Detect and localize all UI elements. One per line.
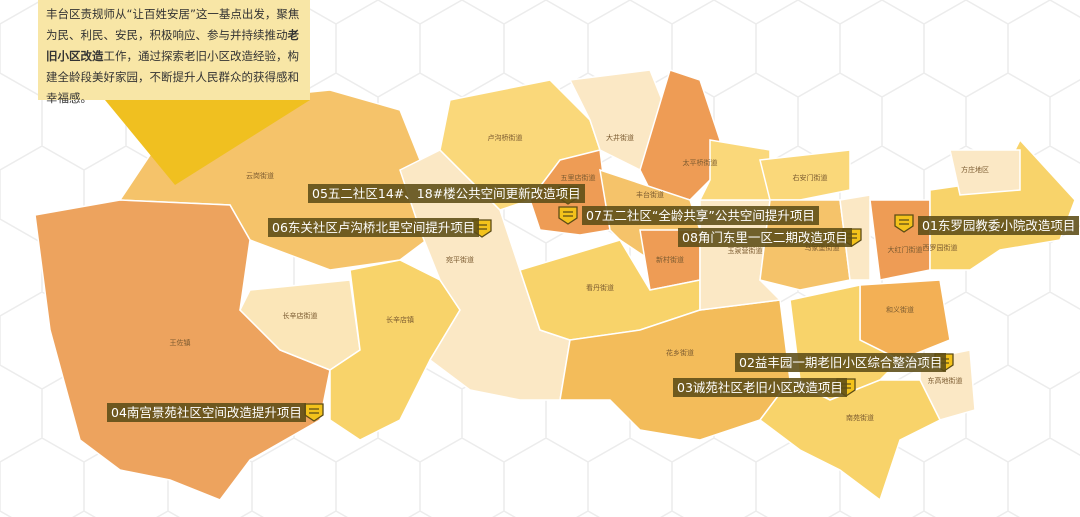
district-label: 右安门街道 — [793, 173, 828, 182]
project-label: 07五二社区“全龄共享”公共空间提升项目 — [582, 206, 819, 225]
district-label: 南苑街道 — [846, 413, 874, 422]
project-label: 01东罗园教委小院改造项目 — [918, 216, 1080, 235]
region — [869, 199, 931, 281]
project-label: 06东关社区卢沟桥北里空间提升项目 — [268, 218, 480, 237]
district-label: 宛平街道 — [446, 255, 474, 264]
district-label: 方庄地区 — [961, 165, 989, 174]
pointer — [105, 100, 310, 185]
project-label: 05五二社区14#、18#楼公共空间更新改造项目 — [308, 184, 585, 203]
district-label: 大井街道 — [606, 133, 634, 142]
region — [399, 149, 571, 401]
region — [698, 139, 771, 201]
district-label: 长辛店街道 — [283, 311, 318, 320]
district-label: 大红门街道 — [888, 245, 923, 254]
district-label: 西罗园街道 — [923, 243, 958, 252]
district-label: 丰台街道 — [636, 190, 664, 199]
district-label: 长辛店镇 — [386, 315, 414, 324]
project-badge — [894, 214, 914, 233]
intro-part: 工作，通过探索老旧小区改造经验，构建全龄段美好家园，不断提升人民群众的获得感和幸… — [46, 49, 299, 105]
region — [759, 149, 851, 201]
intro-text: 丰台区责规师从“让百姓安居”这一基点出发，聚焦为民、利民、安民，积极响应、参与并… — [38, 0, 310, 105]
district-label: 王佐镇 — [170, 338, 191, 347]
project-label: 08角门东里一区二期改造项目 — [678, 228, 852, 247]
project-label: 04南宫景苑社区空间改造提升项目 — [107, 403, 306, 422]
project-badge — [558, 206, 578, 225]
region — [329, 259, 461, 441]
district-label: 太平桥街道 — [683, 158, 718, 167]
district-label: 玉泉营街道 — [728, 246, 763, 255]
district-label: 卢沟桥街道 — [488, 133, 523, 142]
project-label: 02益丰园一期老旧小区综合整治项目 — [735, 353, 947, 372]
district-label: 五里店街道 — [561, 173, 596, 182]
district-label: 马家堡街道 — [805, 243, 840, 252]
district-label: 云岗街道 — [246, 171, 274, 180]
region — [949, 149, 1021, 196]
district-label: 花乡街道 — [666, 348, 694, 357]
region — [639, 69, 721, 201]
intro-bold: 老旧小区改造 — [46, 28, 299, 63]
region — [34, 199, 331, 501]
district-label: 新村街道 — [656, 255, 684, 264]
district-label: 看丹街道 — [586, 283, 614, 292]
district-label: 东高地街道 — [928, 376, 963, 385]
district-label: 和义街道 — [886, 305, 914, 314]
intro-part: 丰台区责规师从“让百姓安居”这一基点出发，聚焦为民、利民、安民，积极响应、参与并… — [46, 7, 300, 42]
project-label: 03诚苑社区老旧小区改造项目 — [673, 378, 847, 397]
